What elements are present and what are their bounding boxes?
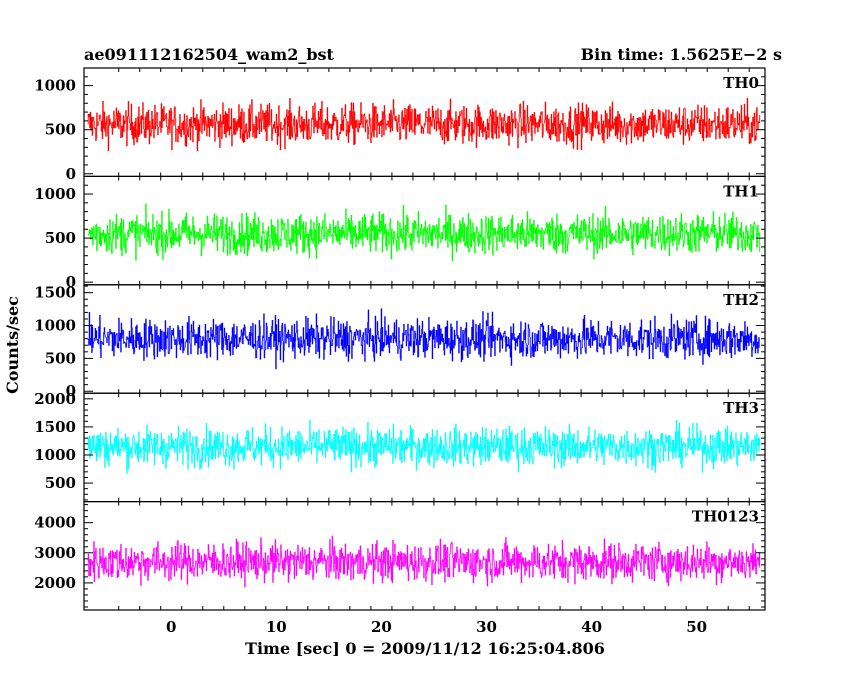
y-tick-label: 0 bbox=[66, 273, 76, 291]
x-tick-label: 30 bbox=[476, 618, 497, 636]
series-line-th1 bbox=[87, 203, 761, 262]
series-line-th2 bbox=[87, 308, 761, 370]
y-tick-label: 500 bbox=[45, 349, 76, 367]
bin-time-label: Bin time: 1.5625E−2 s bbox=[581, 45, 782, 64]
y-tick-label: 1500 bbox=[34, 284, 76, 302]
plot-title: ae091112162504_wam2_bst bbox=[84, 45, 335, 64]
panel-label: TH0123 bbox=[692, 508, 759, 526]
y-tick-label: 500 bbox=[45, 474, 76, 492]
panel-label: TH1 bbox=[723, 182, 759, 200]
y-tick-label: 0 bbox=[66, 382, 76, 400]
y-tick-label: 1500 bbox=[34, 418, 76, 436]
x-tick-label: 20 bbox=[371, 618, 392, 636]
series-line-th3 bbox=[87, 419, 761, 474]
series-line-th0123 bbox=[87, 535, 761, 588]
panel-th1: 0 500 1000 TH1 bbox=[34, 175, 766, 291]
y-axis-label: Counts/sec bbox=[3, 296, 22, 394]
x-tick-label: 50 bbox=[686, 618, 707, 636]
y-tick-label: 1000 bbox=[34, 77, 76, 95]
x-tick-label: 0 bbox=[166, 618, 176, 636]
panel-th3: 500 1000 1500 2000 TH3 bbox=[34, 390, 766, 503]
series-line-th0 bbox=[87, 97, 761, 152]
panel-th0123: 2000 3000 4000 TH0123 bbox=[34, 501, 766, 611]
x-tick-label: 40 bbox=[581, 618, 602, 636]
x-axis-label: Time [sec] 0 = 2009/11/12 16:25:04.806 bbox=[245, 639, 605, 658]
panel-th2: 0 500 1000 1500 TH2 bbox=[34, 284, 766, 400]
panel-th0: 0 500 1000 TH0 bbox=[34, 67, 766, 183]
y-tick-label: 0 bbox=[66, 165, 76, 183]
y-tick-label: 1000 bbox=[34, 317, 76, 335]
y-tick-label: 2000 bbox=[34, 574, 76, 592]
x-tick-label: 10 bbox=[266, 618, 287, 636]
y-tick-label: 1000 bbox=[34, 185, 76, 203]
panel-label: TH3 bbox=[723, 399, 759, 417]
panel-label: TH0 bbox=[723, 74, 759, 92]
y-tick-label: 500 bbox=[45, 229, 76, 247]
y-tick-label: 3000 bbox=[34, 544, 76, 562]
y-tick-label: 500 bbox=[45, 121, 76, 139]
y-tick-label: 4000 bbox=[34, 514, 76, 532]
panel-frame bbox=[83, 501, 766, 611]
y-tick-label: 1000 bbox=[34, 446, 76, 464]
panel-label: TH2 bbox=[723, 291, 759, 309]
y-tick-label: 2000 bbox=[34, 390, 76, 408]
